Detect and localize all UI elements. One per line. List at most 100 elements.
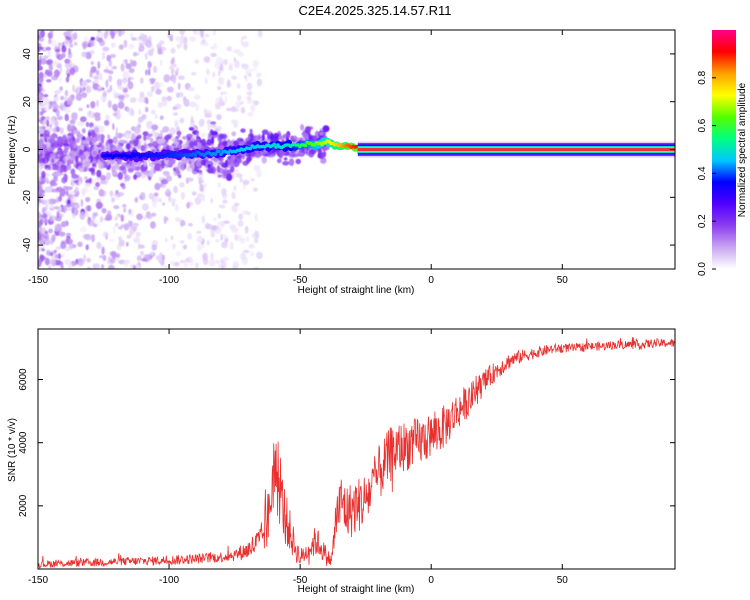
spectrogram-noise-blob: [120, 214, 125, 222]
spectrogram-noise-blob: [63, 41, 69, 45]
spectrogram-noise-blob: [173, 185, 178, 194]
spectrogram-frame: [37, 29, 676, 270]
spectrogram-noise-blob: [49, 30, 54, 35]
spectrogram-noise-blob: [198, 119, 205, 128]
spectrogram-noise-blob: [90, 61, 94, 65]
snr-x-tick-label: 0: [428, 575, 434, 586]
spectrogram-band-blob: [127, 167, 134, 173]
spectrogram-band-blob: [88, 177, 92, 183]
spectrogram-band-blob: [261, 129, 269, 135]
spectrogram-noise-blob: [98, 188, 105, 197]
spectrogram-noise-blob: [103, 31, 108, 40]
spectrogram-noise-blob: [86, 104, 90, 109]
spectrogram-noise-blob: [234, 202, 240, 207]
spectrogram-noise-blob: [147, 68, 151, 76]
spectrogram-noise-blob: [43, 177, 49, 183]
spectrogram-noise-blob: [39, 183, 43, 190]
spectrogram-noise-blob: [204, 78, 208, 85]
snr-x-ticks: -150 -100 -50 0 50: [28, 329, 568, 586]
spectrogram-noise-blob: [111, 197, 115, 203]
spectrogram-noise-blob: [125, 132, 131, 136]
spectrogram-noise-blob: [241, 108, 245, 113]
spectrogram-noise-blob: [153, 65, 157, 74]
spectrogram-noise-blob: [167, 34, 174, 39]
spectrogram-band-blob: [147, 133, 153, 137]
spectrogram-noise-blob: [244, 225, 249, 234]
spectrogram-noise-blob: [86, 212, 90, 219]
spectrogram-band-blob: [236, 158, 243, 164]
spectrogram-noise-blob: [160, 59, 163, 67]
spectrogram-noise-blob: [86, 266, 92, 269]
spectrogram-noise-blob: [90, 36, 95, 41]
spectrogram-noise-blob: [216, 56, 223, 64]
spectrogram-noise-blob: [176, 92, 180, 99]
spectrogram-noise-blob: [172, 112, 179, 116]
snr-panel: -150 -100 -50 0 50 2000 4000 6000 Height of st…: [7, 328, 676, 595]
spectrogram-noise-blob: [88, 217, 92, 221]
spectrogram-noise-blob: [77, 121, 85, 127]
spectrogram-band-blob: [137, 134, 142, 140]
spectrogram-noise-blob: [90, 101, 96, 109]
spectrogram-noise-blob: [140, 77, 144, 84]
spectrogram-band-blob: [317, 153, 322, 159]
ridge-core-dot: [248, 146, 253, 151]
spectrogram-noise-blob: [222, 199, 228, 204]
spectrogram-noise-blob: [161, 98, 168, 107]
spectrogram-noise-blob: [116, 244, 122, 251]
spectrogram-noise-blob: [224, 95, 228, 103]
spectrogram-band-blob: [283, 157, 288, 161]
spectrogram-noise-blob: [253, 237, 259, 244]
spectrogram-noise-blob: [55, 48, 61, 53]
spectrogram-noise-blob: [256, 169, 262, 178]
spectrogram-noise-blob: [206, 223, 213, 230]
spectrogram-band-blob: [218, 139, 224, 145]
spectrogram-noise-blob: [60, 221, 67, 228]
ridge-core-dot: [193, 153, 198, 157]
spectrogram-noise-blob: [75, 93, 83, 101]
spectrogram-noise-blob: [215, 97, 221, 104]
spectrogram-noise-blob: [44, 257, 50, 266]
spectrogram-noise-blob: [64, 89, 69, 97]
spectrogram-noise-blob: [166, 95, 172, 102]
spectrogram-noise-blob: [136, 213, 143, 221]
spectrogram-noise-blob: [157, 82, 164, 88]
spectrogram-noise-blob: [220, 261, 227, 269]
spectrogram-noise-blob: [151, 109, 156, 115]
spectrogram-y-tick-label: -20: [22, 190, 33, 205]
spectrogram-noise-blob: [117, 94, 125, 100]
spectrogram-x-tick-label: -50: [293, 275, 308, 286]
spectrogram-noise-blob: [103, 217, 111, 221]
spectrogram-noise-blob: [126, 234, 132, 239]
spectrogram-noise-blob: [242, 250, 245, 258]
spectrogram-noise-blob: [95, 263, 101, 269]
spectrogram-noise-blob: [128, 43, 135, 50]
spectrogram-noise-blob: [229, 224, 237, 231]
spectrogram-noise-blob: [106, 54, 112, 62]
spectrogram-noise-blob: [123, 207, 127, 213]
spectrogram-band-blob: [121, 140, 128, 144]
spectrogram-band-blob: [63, 156, 69, 163]
spectrogram-noise-blob: [113, 205, 120, 210]
spectrogram-band-blob: [62, 148, 69, 154]
spectrogram-noise-blob: [179, 117, 185, 124]
spectrogram-band-blob: [57, 136, 63, 144]
spectrogram-noise-blob: [122, 70, 130, 80]
spectrogram-noise-blob: [79, 116, 87, 123]
spectrogram-noise-blob: [149, 80, 155, 85]
spectrogram-band-blob: [309, 149, 316, 155]
spectrogram-noise-blob: [231, 191, 236, 200]
spectrogram-noise-blob: [53, 96, 60, 102]
spectrogram-noise-blob: [177, 75, 185, 80]
spectrogram-noise-blob: [210, 52, 217, 58]
spectrogram-noise-blob: [253, 187, 258, 192]
spectrogram-noise-blob: [167, 86, 174, 93]
spectrogram-band-blob: [57, 153, 61, 158]
spectrogram-noise-blob: [123, 39, 128, 48]
spectrogram-noise-blob: [158, 197, 162, 203]
spectrogram-band-blob: [73, 130, 77, 135]
spectrogram-noise-blob: [99, 39, 106, 47]
spectrogram-noise-blob: [160, 260, 165, 266]
spectrogram-band-blob: [78, 148, 83, 156]
spectrogram-y-tick-label: 0: [22, 146, 33, 152]
spectrogram-noise-blob: [141, 258, 148, 262]
